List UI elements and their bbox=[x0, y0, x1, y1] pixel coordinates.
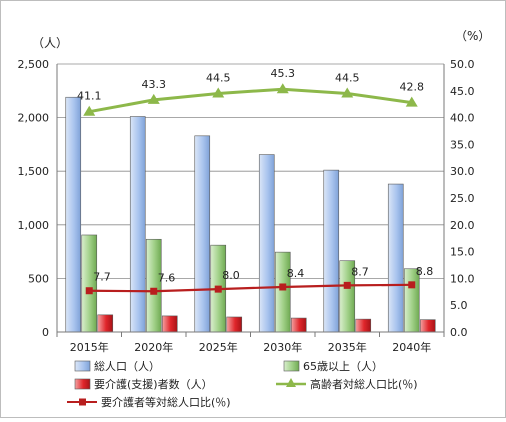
bar-1 bbox=[65, 96, 82, 333]
triangle-marker bbox=[405, 96, 418, 107]
legend-label-4: 高齢者対総人口比(％) bbox=[310, 377, 418, 391]
data-label: 7.7 bbox=[93, 271, 111, 284]
legend-marker-4 bbox=[286, 378, 296, 387]
right-tick-label: 5.0 bbox=[450, 299, 468, 312]
x-tick-label: 2030年 bbox=[263, 340, 302, 354]
left-tick-label: 2,000 bbox=[18, 112, 50, 125]
x-tick-label: 2025年 bbox=[199, 340, 238, 354]
data-label: 7.6 bbox=[158, 271, 176, 284]
left-tick-label: 0 bbox=[42, 326, 49, 339]
left-tick-label: 1,500 bbox=[18, 165, 50, 178]
bar-3 bbox=[161, 315, 178, 333]
x-tick-label: 2020年 bbox=[134, 340, 173, 354]
data-label: 41.1 bbox=[77, 90, 102, 103]
axes: 0 500 1,000 1,500 2,000 2,500 0.0 5.0 10.0 15.0 20… bbox=[18, 58, 475, 354]
bar-1 bbox=[258, 154, 275, 333]
legend-label-5: 要介護者等対総人口比(％) bbox=[101, 395, 231, 409]
square-marker bbox=[408, 281, 416, 289]
bar-3 bbox=[97, 314, 114, 333]
right-tick-label: 10.0 bbox=[450, 272, 475, 285]
bar-1 bbox=[323, 169, 340, 333]
right-tick-label: 20.0 bbox=[450, 219, 475, 232]
data-label: 44.5 bbox=[206, 71, 231, 84]
triangle-marker bbox=[147, 93, 160, 104]
data-label: 44.5 bbox=[335, 71, 360, 84]
right-tick-label: 30.0 bbox=[450, 165, 475, 178]
x-tick-label: 2035年 bbox=[328, 340, 367, 354]
legend-label-1: 総人口（人） bbox=[94, 359, 160, 373]
legend-label-3: 要介護(支援)者数（人） bbox=[94, 377, 213, 391]
right-tick-label: 50.0 bbox=[450, 58, 475, 71]
data-label: 8.0 bbox=[222, 269, 240, 282]
lines: 41.1 43.3 44.5 45.3 44.5 42.8 7.7 7.6 8.0 8.4 8.7 8… bbox=[77, 67, 433, 295]
legend-swatch-2 bbox=[283, 360, 300, 372]
right-tick-label: 0.0 bbox=[450, 326, 468, 339]
bar-3 bbox=[419, 319, 436, 333]
legend-label-2: 65歳以上（人） bbox=[303, 360, 383, 373]
left-axis-unit: （人） bbox=[32, 36, 68, 50]
square-marker bbox=[150, 287, 158, 295]
data-label: 43.3 bbox=[142, 78, 167, 91]
square-marker bbox=[85, 287, 93, 295]
legend-swatch-3 bbox=[74, 378, 91, 390]
square-marker bbox=[343, 281, 351, 289]
data-label: 42.8 bbox=[400, 81, 425, 94]
data-label: 8.7 bbox=[351, 265, 369, 278]
gridlines bbox=[57, 63, 444, 279]
triangle-marker bbox=[276, 83, 289, 94]
right-tick-label: 15.0 bbox=[450, 246, 475, 259]
triangle-marker bbox=[212, 87, 225, 98]
legend-marker-5 bbox=[79, 398, 86, 406]
bar-2 bbox=[145, 238, 162, 333]
data-label: 8.4 bbox=[287, 267, 305, 280]
series-line-2 bbox=[89, 283, 412, 293]
right-tick-label: 35.0 bbox=[450, 138, 475, 151]
data-label: 45.3 bbox=[271, 67, 296, 80]
bar-2 bbox=[403, 268, 420, 333]
triangle-marker bbox=[83, 105, 96, 116]
square-marker bbox=[279, 283, 287, 291]
left-tick-label: 500 bbox=[28, 272, 49, 285]
bar-3 bbox=[226, 316, 243, 333]
bar-1 bbox=[387, 183, 404, 333]
data-label: 8.8 bbox=[416, 265, 434, 278]
x-tick-label: 2040年 bbox=[392, 340, 431, 354]
right-tick-label: 25.0 bbox=[450, 192, 475, 205]
legend: 総人口（人） 65歳以上（人） 要介護(支援)者数（人） 高齢者対総人口比(％) 要介護… bbox=[67, 359, 418, 409]
legend-swatch-1 bbox=[74, 360, 91, 372]
right-tick-label: 45.0 bbox=[450, 85, 475, 98]
bars bbox=[65, 96, 436, 333]
left-tick-label: 2,500 bbox=[18, 58, 50, 71]
left-tick-label: 1,000 bbox=[18, 219, 50, 232]
bar-3 bbox=[290, 317, 307, 333]
series-line-1 bbox=[88, 87, 412, 114]
x-tick-label: 2015年 bbox=[70, 340, 109, 354]
bar-3 bbox=[355, 318, 372, 333]
bar-1 bbox=[129, 116, 146, 333]
right-tick-label: 40.0 bbox=[450, 112, 475, 125]
triangle-marker bbox=[341, 87, 354, 98]
square-marker bbox=[214, 285, 222, 293]
right-axis-unit: （%） bbox=[455, 29, 490, 43]
bar-2 bbox=[274, 251, 291, 333]
bar-1 bbox=[194, 135, 211, 333]
